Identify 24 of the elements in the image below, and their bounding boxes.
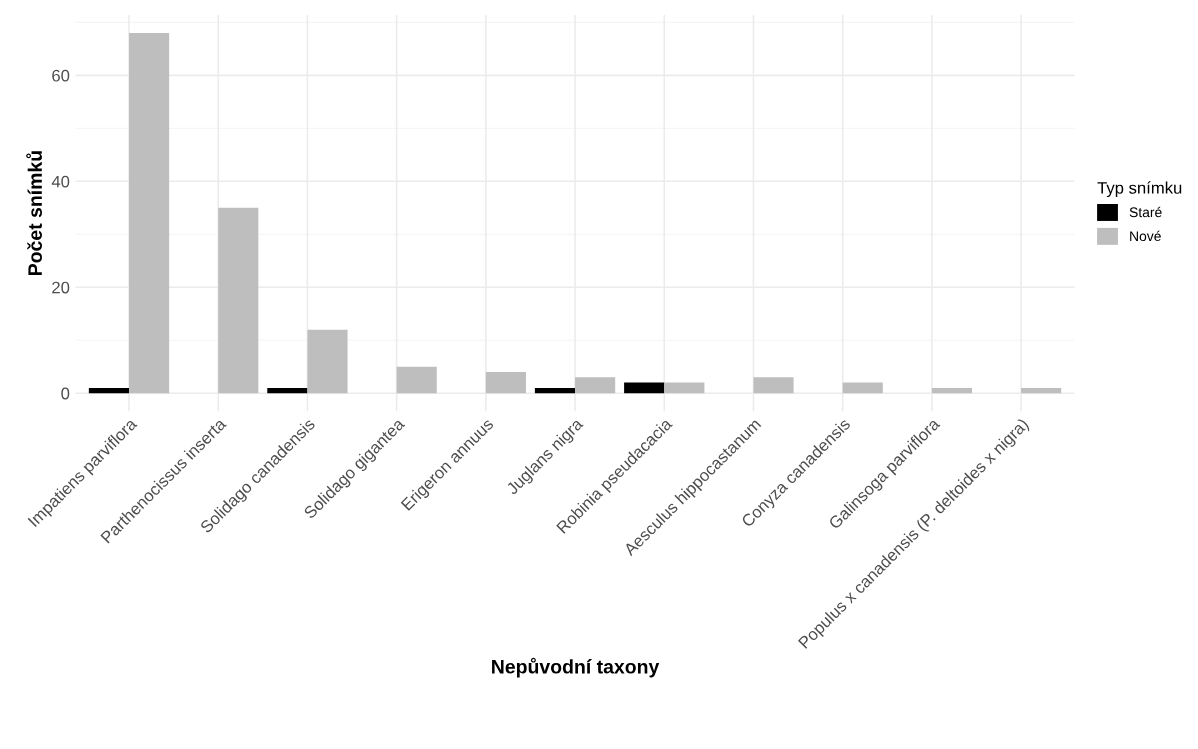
bar <box>575 377 616 394</box>
x-axis-title: Nepůvodní taxony <box>492 657 660 678</box>
bar <box>307 329 348 394</box>
y-axis-title: Počet snímků <box>26 151 42 275</box>
legend-label: Staré <box>1129 206 1162 218</box>
legend-label: Nové <box>1130 230 1161 242</box>
y-tick-label: 60 <box>52 69 70 82</box>
bar <box>396 366 437 394</box>
bar <box>1021 387 1062 394</box>
bar <box>88 387 129 394</box>
bar <box>218 207 259 394</box>
bar <box>664 382 705 394</box>
bar <box>129 32 170 394</box>
bar <box>753 377 794 394</box>
y-tick-label: 20 <box>52 281 70 294</box>
bar <box>534 387 576 394</box>
bar <box>485 372 526 394</box>
y-tick-label: 40 <box>51 175 70 188</box>
legend-title: Typ snímku <box>1097 181 1182 198</box>
bar <box>931 387 973 394</box>
bar <box>624 382 665 394</box>
bar <box>842 382 883 394</box>
bar <box>267 387 308 394</box>
y-tick-label: 0 <box>61 387 70 400</box>
